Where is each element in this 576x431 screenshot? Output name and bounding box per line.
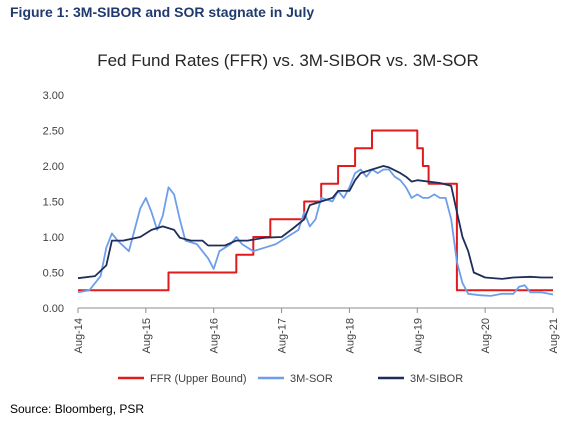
x-tick-label: Aug-21: [548, 318, 560, 353]
x-tick-label: Aug-19: [412, 318, 424, 353]
series-line-3m-sor: [77, 168, 554, 297]
y-tick-label: 1.50: [43, 197, 64, 209]
y-tick-label: 1.00: [43, 232, 64, 244]
legend-label: FFR (Upper Bound): [150, 373, 247, 385]
series-layer: [77, 129, 554, 297]
series-line-3m-sibor: [77, 165, 553, 280]
x-tick-label: Aug-17: [277, 318, 289, 353]
legend: FFR (Upper Bound) 3M-SOR 3M-SIBOR: [118, 373, 463, 385]
y-tick-label: 0.00: [43, 303, 64, 315]
x-tick-label: Aug-20: [480, 318, 492, 353]
x-tick-label: Aug-16: [209, 318, 221, 353]
x-tick-label: Aug-14: [73, 318, 85, 353]
legend-label: 3M-SIBOR: [410, 373, 463, 385]
legend-label: 3M-SOR: [290, 373, 333, 385]
x-tick-label: Aug-18: [344, 318, 356, 353]
chart-title: Fed Fund Rates (FFR) vs. 3M-SIBOR vs. 3M…: [97, 51, 479, 70]
figure-title: Figure 1: 3M-SIBOR and SOR stagnate in J…: [10, 4, 315, 20]
y-tick-label: 0.50: [43, 268, 64, 280]
rates-line-chart: Fed Fund Rates (FFR) vs. 3M-SIBOR vs. 3M…: [43, 51, 560, 385]
y-tick-label: 3.00: [43, 90, 64, 102]
axes: 0.00 0.50 1.00 1.50 2.00 2.50 3.00 Aug-14 Aug-15…: [43, 90, 560, 353]
x-tick-label: Aug-15: [141, 318, 153, 353]
y-tick-label: 2.00: [43, 161, 64, 173]
series-line-ffr-upper-bound: [78, 129, 553, 292]
y-tick-label: 2.50: [43, 126, 64, 138]
source-note: Source: Bloomberg, PSR: [10, 402, 145, 416]
